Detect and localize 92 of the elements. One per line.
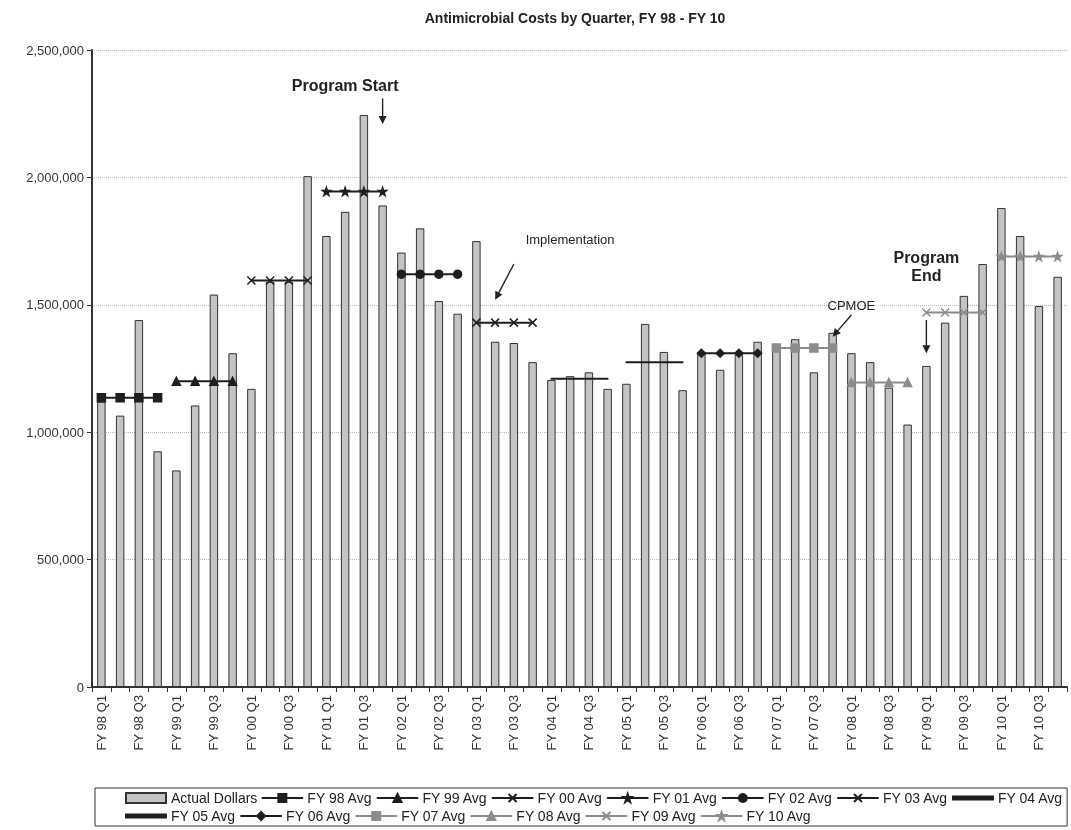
point — [996, 251, 1007, 262]
point — [921, 307, 932, 318]
x-tick-label: FY 05 Q1 — [618, 695, 634, 751]
chart-title: Antimicrobial Costs by Quarter, FY 98 - FY 10 — [424, 10, 726, 26]
point — [902, 377, 913, 388]
legend-label: FY 02 Avg — [767, 790, 832, 806]
point — [115, 393, 125, 403]
point — [940, 307, 950, 318]
legend-label: FY 09 Avg — [631, 808, 696, 824]
point — [509, 317, 519, 328]
y-tick-label: 2,000,000 — [26, 169, 84, 185]
x-tick-label: FY 09 Q1 — [918, 695, 934, 751]
x-tick-label: FY 07 Q3 — [806, 695, 822, 751]
point — [809, 343, 819, 353]
point — [227, 376, 238, 386]
point — [846, 377, 857, 388]
point — [771, 343, 782, 353]
x-tick-label: FY 05 Q3 — [656, 695, 672, 751]
point — [452, 269, 463, 279]
x-tick-label: FY 98 Q3 — [131, 695, 147, 751]
point — [490, 317, 500, 328]
legend-label: Actual Dollars — [171, 790, 258, 806]
x-tick-label: FY 04 Q3 — [581, 695, 597, 751]
legend-label: FY 08 Avg — [516, 808, 581, 824]
y-tick-label: 1,000,000 — [26, 424, 84, 440]
x-tick-label: FY 03 Q3 — [506, 695, 522, 751]
point — [171, 376, 182, 386]
point — [959, 307, 969, 318]
point — [715, 348, 725, 358]
x-tick-label: FY 00 Q3 — [281, 695, 297, 751]
x-tick-label: FY 04 Q1 — [543, 695, 559, 751]
point — [752, 348, 763, 358]
point — [734, 348, 744, 358]
point — [696, 348, 707, 358]
point — [1052, 251, 1063, 262]
point — [246, 275, 257, 286]
x-tick-label: FY 08 Q3 — [881, 695, 897, 751]
x-tick-label: FY 01 Q1 — [318, 695, 334, 751]
point — [865, 377, 875, 388]
x-tick-label: FY 10 Q3 — [1031, 695, 1047, 751]
x-tick-label: FY 02 Q1 — [393, 695, 409, 751]
annotation: Program Start — [291, 76, 399, 95]
annotation: Implementation — [525, 231, 615, 247]
legend-label: FY 00 Avg — [537, 790, 602, 806]
point — [209, 376, 219, 386]
legend-label: FY 98 Avg — [307, 790, 372, 806]
point — [1015, 251, 1025, 262]
annotation: Program End — [892, 248, 961, 285]
point — [884, 377, 894, 388]
legend-label: FY 04 Avg — [998, 790, 1063, 806]
point — [790, 343, 800, 353]
point — [190, 376, 200, 386]
y-tick-label: 0 — [76, 679, 84, 695]
y-tick-label: 2,500,000 — [26, 42, 84, 58]
x-tick-label: FY 06 Q3 — [731, 695, 747, 751]
point — [284, 275, 294, 286]
point — [96, 393, 107, 403]
x-tick-label: FY 01 Q3 — [356, 695, 372, 751]
point — [377, 186, 388, 197]
annotation: CPMOE — [827, 297, 876, 313]
x-tick-label: FY 10 Q1 — [993, 695, 1009, 751]
point — [434, 269, 444, 279]
legend-label: FY 10 Avg — [746, 808, 811, 824]
x-tick-label: FY 09 Q3 — [956, 695, 972, 751]
point — [415, 269, 425, 279]
point — [471, 317, 482, 328]
legend-label: FY 01 Avg — [652, 790, 717, 806]
point — [527, 317, 538, 328]
point — [152, 393, 163, 403]
y-tick-label: 500,000 — [37, 552, 84, 568]
x-tick-label: FY 00 Q1 — [243, 695, 259, 751]
point — [265, 275, 275, 286]
point — [396, 269, 407, 279]
x-tick-label: FY 07 Q1 — [768, 695, 784, 751]
point — [321, 186, 332, 197]
x-tick-label: FY 99 Q1 — [168, 695, 184, 751]
x-tick-label: FY 03 Q1 — [468, 695, 484, 751]
y-tick-label: 1,500,000 — [26, 297, 84, 313]
legend-label: FY 07 Avg — [401, 808, 466, 824]
x-tick-label: FY 02 Q3 — [431, 695, 447, 751]
legend-label: FY 05 Avg — [171, 808, 236, 824]
x-tick-label: FY 98 Q1 — [93, 695, 109, 751]
point — [134, 393, 144, 403]
legend-label: FY 03 Avg — [882, 790, 948, 806]
legend-label: FY 06 Avg — [286, 808, 351, 824]
point — [302, 275, 313, 286]
x-tick-label: FY 99 Q3 — [206, 695, 222, 751]
legend-label: FY 99 Avg — [422, 790, 487, 806]
point — [1034, 251, 1044, 262]
point — [827, 343, 838, 353]
x-tick-label: FY 08 Q1 — [843, 695, 859, 751]
x-tick-label: FY 06 Q1 — [693, 695, 709, 751]
